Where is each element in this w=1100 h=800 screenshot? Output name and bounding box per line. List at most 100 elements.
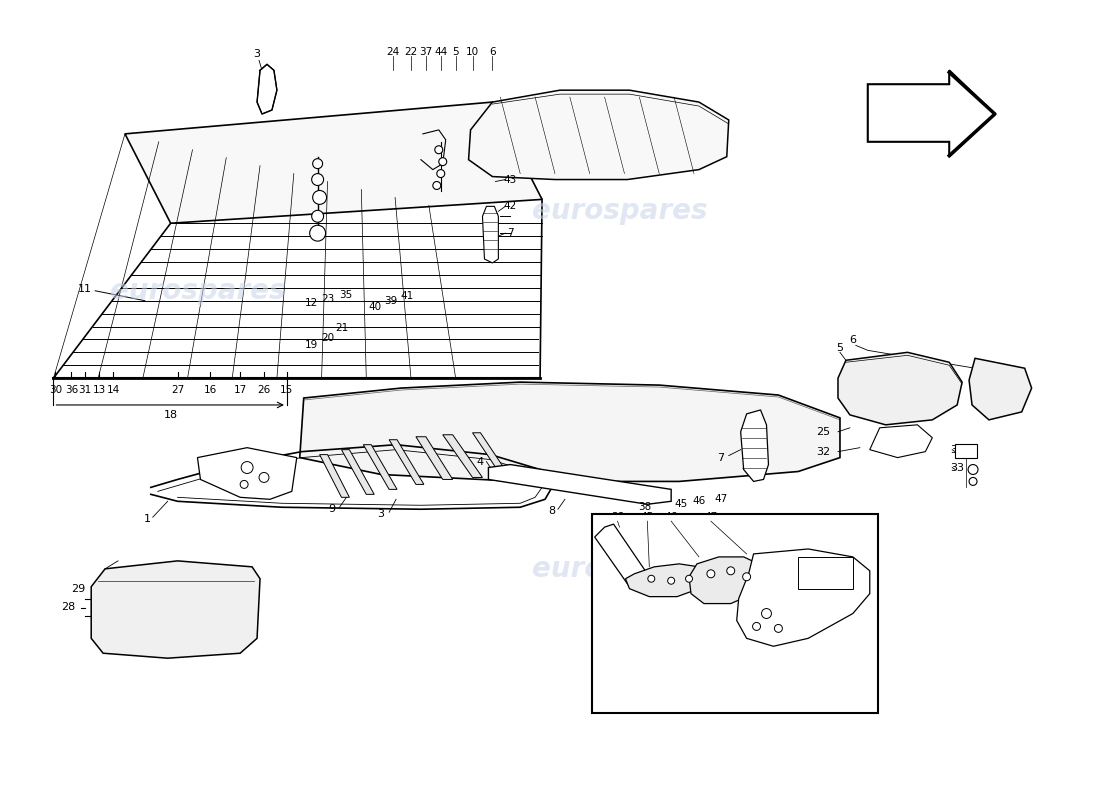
Text: 3: 3: [377, 510, 385, 519]
Text: eurospares: eurospares: [612, 580, 786, 608]
Polygon shape: [969, 358, 1032, 420]
Circle shape: [312, 158, 322, 169]
Text: 41: 41: [400, 290, 414, 301]
Text: 38: 38: [610, 512, 624, 522]
Circle shape: [434, 146, 442, 154]
Text: 31: 31: [78, 385, 92, 395]
Text: 36: 36: [65, 385, 78, 395]
Text: 1: 1: [144, 514, 152, 524]
Circle shape: [312, 190, 327, 204]
Text: 5: 5: [452, 47, 459, 58]
Text: eurospares: eurospares: [531, 198, 707, 226]
Text: 33: 33: [950, 462, 965, 473]
Circle shape: [707, 570, 715, 578]
Text: 3: 3: [253, 50, 261, 59]
Text: eurospares: eurospares: [531, 555, 707, 583]
Text: 37: 37: [419, 47, 432, 58]
Text: 14: 14: [107, 385, 120, 395]
Polygon shape: [299, 382, 840, 482]
Text: 46: 46: [692, 496, 705, 506]
Text: 40: 40: [368, 302, 382, 312]
Polygon shape: [838, 352, 962, 425]
FancyBboxPatch shape: [592, 514, 878, 713]
Polygon shape: [737, 549, 870, 646]
Polygon shape: [320, 454, 350, 498]
Circle shape: [648, 575, 654, 582]
Text: 15: 15: [280, 385, 294, 395]
Text: 23: 23: [321, 294, 334, 304]
Text: 46: 46: [664, 512, 678, 522]
Circle shape: [727, 567, 735, 574]
Text: 13: 13: [92, 385, 106, 395]
Text: 17: 17: [233, 385, 246, 395]
Circle shape: [685, 575, 693, 582]
Text: 7: 7: [717, 453, 725, 462]
Polygon shape: [389, 440, 424, 485]
Polygon shape: [689, 557, 760, 603]
Text: 27: 27: [170, 385, 184, 395]
Polygon shape: [473, 433, 508, 474]
Circle shape: [241, 462, 253, 474]
Polygon shape: [870, 425, 933, 458]
Text: 42: 42: [504, 202, 517, 211]
Text: 24: 24: [386, 47, 399, 58]
Polygon shape: [740, 410, 769, 482]
Polygon shape: [91, 561, 260, 658]
Text: 30: 30: [48, 385, 62, 395]
Text: 47: 47: [714, 494, 727, 504]
Circle shape: [258, 473, 270, 482]
Polygon shape: [198, 448, 297, 499]
Circle shape: [310, 226, 326, 241]
Polygon shape: [341, 450, 374, 494]
Text: 45: 45: [640, 512, 653, 522]
Text: 32: 32: [816, 446, 831, 457]
Text: 16: 16: [204, 385, 217, 395]
Text: 8: 8: [549, 506, 556, 516]
Text: 47: 47: [704, 512, 717, 522]
Circle shape: [240, 481, 249, 488]
Polygon shape: [257, 64, 277, 114]
Text: 4: 4: [477, 457, 484, 466]
Circle shape: [668, 578, 674, 584]
Text: 44: 44: [434, 47, 448, 58]
Circle shape: [311, 210, 323, 222]
Text: 25: 25: [816, 426, 831, 437]
Circle shape: [742, 573, 750, 581]
Text: 7: 7: [507, 228, 514, 238]
Polygon shape: [483, 206, 498, 263]
Text: 12: 12: [305, 298, 318, 308]
Polygon shape: [868, 70, 994, 157]
Text: 39: 39: [385, 296, 398, 306]
Circle shape: [439, 158, 447, 166]
Bar: [799, 557, 853, 589]
Text: 29: 29: [72, 584, 86, 594]
Text: 10: 10: [466, 47, 480, 58]
Circle shape: [968, 465, 978, 474]
Text: 38: 38: [638, 502, 651, 512]
Text: 34: 34: [950, 445, 965, 454]
Text: 5: 5: [836, 343, 844, 354]
Text: 45: 45: [674, 499, 688, 510]
Text: 2: 2: [207, 459, 213, 470]
Bar: [955, 444, 977, 458]
Text: 43: 43: [504, 174, 517, 185]
Polygon shape: [595, 524, 647, 586]
Text: 11: 11: [78, 284, 92, 294]
Polygon shape: [125, 102, 542, 223]
Text: 6: 6: [490, 47, 496, 58]
Text: 35: 35: [339, 290, 352, 300]
Polygon shape: [363, 445, 397, 490]
Polygon shape: [469, 90, 728, 179]
Text: 21: 21: [334, 323, 348, 334]
Text: eurospares: eurospares: [110, 277, 285, 305]
Polygon shape: [488, 465, 671, 504]
Text: 9: 9: [328, 504, 336, 514]
Polygon shape: [442, 434, 483, 478]
Polygon shape: [416, 437, 453, 479]
Polygon shape: [626, 564, 704, 597]
Text: 26: 26: [257, 385, 271, 395]
Circle shape: [311, 174, 323, 186]
Circle shape: [752, 622, 760, 630]
Text: 6: 6: [849, 335, 857, 346]
Circle shape: [437, 170, 444, 178]
